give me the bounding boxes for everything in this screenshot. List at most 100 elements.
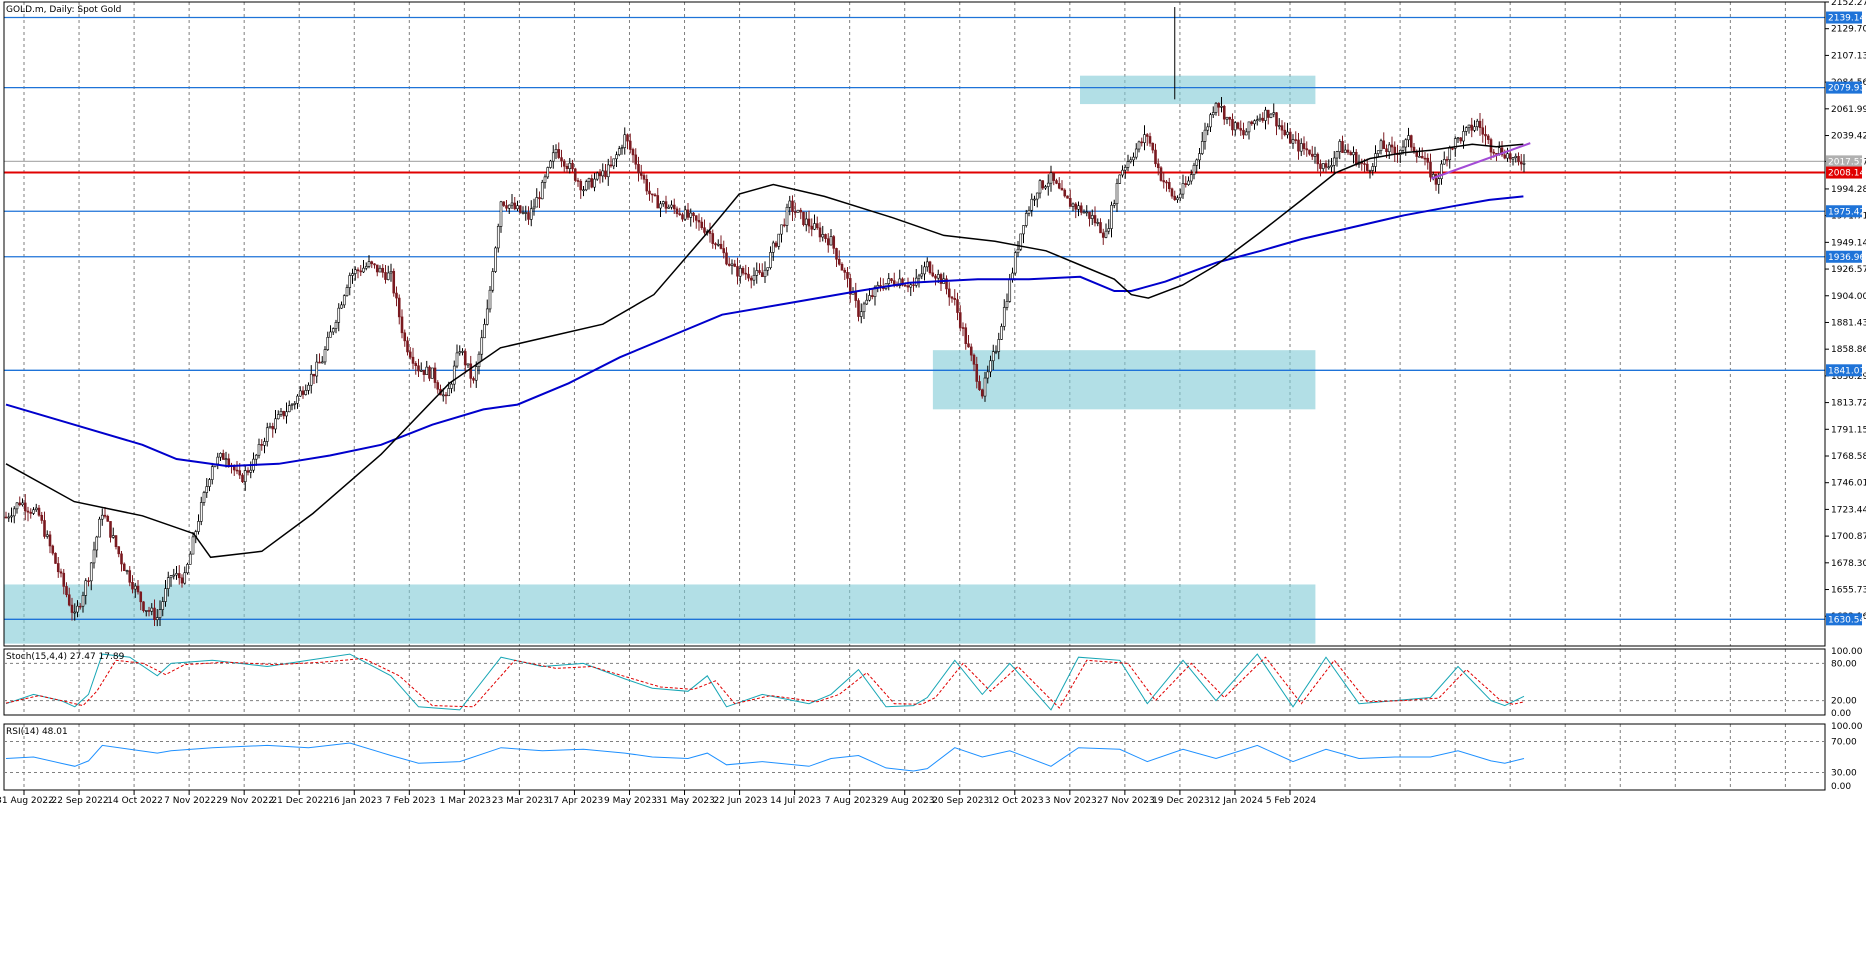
candle-body <box>1104 230 1108 238</box>
candle-body <box>1156 163 1160 169</box>
candle-body <box>1181 183 1185 195</box>
candle-body <box>1294 139 1298 141</box>
time-axis-label: 29 Nov 2022 <box>216 796 274 806</box>
candle-body <box>1470 124 1474 131</box>
time-axis-label: 17 Apr 2023 <box>548 796 604 806</box>
candle-body <box>155 617 159 621</box>
candle-body <box>450 383 453 389</box>
price-axis-label: 2152.27 <box>1831 0 1866 8</box>
candle-body <box>202 492 206 503</box>
candle-body <box>1140 141 1144 144</box>
candle-body <box>1074 203 1078 210</box>
candle-body <box>540 182 544 200</box>
candle-body <box>1121 169 1124 176</box>
candle-body <box>620 147 624 149</box>
candle-body <box>342 295 346 306</box>
candle-body <box>1096 222 1100 224</box>
candle-body <box>472 378 475 381</box>
candle-body <box>483 324 486 339</box>
candle-body <box>147 610 151 612</box>
candle-body <box>557 149 561 158</box>
candle-body <box>656 195 660 209</box>
candle-body <box>1506 153 1509 159</box>
candle-body <box>1346 149 1350 153</box>
candle-body <box>961 327 965 329</box>
candle-body <box>208 479 211 487</box>
candle-body <box>136 585 140 593</box>
main-panel-border <box>3 1 1826 647</box>
candle-body <box>67 594 71 606</box>
candle-body <box>983 377 987 397</box>
candle-body <box>711 233 715 244</box>
candle-body <box>18 502 22 506</box>
candle-body <box>846 272 849 279</box>
candle-body <box>1167 182 1171 190</box>
candle-body <box>785 206 789 226</box>
time-axis-label: 19 Dec 2023 <box>1152 796 1210 806</box>
candle-body <box>378 267 382 273</box>
candle-body <box>912 284 915 287</box>
candle-body <box>920 273 924 277</box>
candle-body <box>1090 215 1094 219</box>
price-level-label-bg <box>1826 81 1862 94</box>
candle-body <box>903 284 907 287</box>
candle-body <box>1365 163 1369 171</box>
candle-body <box>1511 157 1515 160</box>
candle-body <box>928 261 932 274</box>
candle-body <box>604 170 607 178</box>
candle-body <box>637 163 640 174</box>
candle-body <box>595 172 599 180</box>
candle-body <box>1013 252 1017 274</box>
candle-body <box>78 605 82 608</box>
candle-body <box>1288 131 1292 144</box>
candle-body <box>551 152 555 162</box>
candle-body <box>1244 131 1248 136</box>
candle-body <box>315 361 319 377</box>
candle-body <box>1324 163 1328 168</box>
candle-body <box>1517 155 1520 163</box>
candle-body <box>1228 116 1232 120</box>
candle-body <box>738 267 742 277</box>
candle-body <box>818 227 822 238</box>
candle-body <box>205 486 209 493</box>
price-level-label: 2017.57 <box>1828 157 1865 167</box>
candle-body <box>1239 128 1243 131</box>
candle-body <box>1060 187 1064 191</box>
candle-body <box>1453 138 1457 149</box>
candle-body <box>199 502 203 522</box>
candle-body <box>1390 144 1394 148</box>
rsi-axis-label: 0.00 <box>1831 782 1851 792</box>
candle-body <box>428 366 431 379</box>
candle-body <box>1178 193 1182 199</box>
candle-body <box>37 507 41 516</box>
moving-average-long-line <box>5 195 1524 468</box>
candle-body <box>1429 161 1432 178</box>
candle-body <box>276 414 280 420</box>
candle-body <box>1376 150 1380 154</box>
candle-body <box>331 328 335 333</box>
candle-body <box>1486 135 1490 140</box>
candle-body <box>675 208 679 215</box>
candle-body <box>631 149 635 156</box>
price-level-labels: 2139.14 2079.93 2017.57 2008.14 1975.42 1936.… <box>1826 11 1865 626</box>
price-level-label-bg <box>1826 613 1862 626</box>
candle-body <box>664 201 668 209</box>
candle-body <box>1519 161 1523 165</box>
candle-body <box>241 474 244 482</box>
trendline <box>1431 142 1531 180</box>
candle-body <box>320 361 324 364</box>
candle-body <box>59 571 63 574</box>
candle-body <box>109 521 112 538</box>
candle-body <box>1055 180 1058 184</box>
candle-body <box>1343 149 1347 153</box>
stoch-axis-label: 0.00 <box>1831 709 1851 719</box>
candle-body <box>496 226 500 249</box>
candle-body <box>747 273 750 279</box>
candle-body <box>40 514 44 521</box>
candle-body <box>298 390 302 397</box>
candle-body <box>326 337 330 350</box>
candle-body <box>549 160 552 168</box>
candle-body <box>1258 117 1262 121</box>
